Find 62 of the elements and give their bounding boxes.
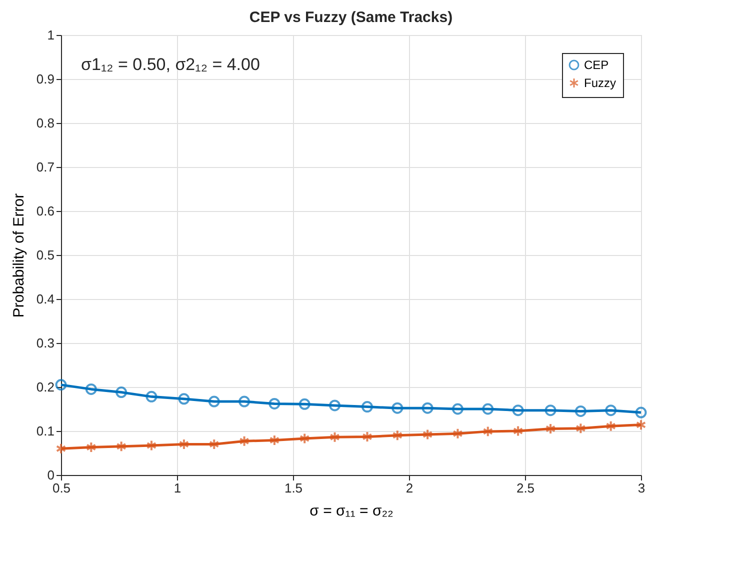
point — [146, 440, 157, 452]
y-tick-label: 0.7 — [36, 160, 54, 174]
point — [239, 435, 250, 447]
annotation: σ1₁₂ = 0.50, σ2₁₂ = 4.00 — [81, 55, 260, 74]
y-tick-label: 1 — [47, 28, 54, 42]
point — [361, 401, 373, 413]
y-axis-title: Probability of Error — [10, 193, 28, 318]
point — [574, 405, 586, 417]
point — [482, 426, 494, 438]
point — [392, 430, 403, 442]
point — [635, 406, 647, 418]
legend-label: CEP — [584, 58, 609, 72]
point — [268, 398, 280, 410]
point — [116, 386, 128, 398]
point — [146, 390, 158, 402]
point — [116, 440, 126, 452]
y-tick-label: 0.5 — [36, 248, 54, 262]
point — [56, 442, 66, 454]
x-axis-title: σ = σ₁₁ = σ₂₂ — [310, 502, 394, 520]
legend-label: Fuzzy — [584, 76, 616, 90]
y-tick-label: 0 — [47, 468, 54, 482]
point — [178, 438, 190, 450]
x-tick-label: 2.5 — [516, 480, 535, 496]
chart-title: CEP vs Fuzzy (Same Tracks) — [249, 9, 453, 26]
y-tick-label: 0.4 — [36, 292, 54, 306]
point — [606, 420, 616, 432]
point — [422, 402, 434, 414]
point — [55, 379, 67, 391]
x-tick-label: 2 — [406, 480, 414, 496]
point — [392, 402, 404, 414]
point — [269, 434, 280, 446]
point — [545, 423, 556, 435]
point — [512, 425, 524, 437]
point — [330, 431, 340, 443]
point — [298, 398, 310, 410]
point — [208, 438, 220, 450]
y-tick-label: 0.2 — [36, 380, 54, 394]
y-tick-label: 0.8 — [36, 116, 54, 130]
y-tick-label: 0.9 — [36, 72, 54, 86]
point — [362, 430, 372, 442]
y-tick-label: 0.6 — [36, 204, 54, 218]
point — [544, 404, 556, 416]
point — [178, 393, 190, 405]
point — [299, 432, 310, 444]
x-tick-label: 1.5 — [284, 480, 303, 496]
point — [238, 396, 250, 408]
point — [636, 419, 646, 431]
point — [605, 404, 617, 416]
point — [482, 403, 494, 415]
point — [86, 442, 96, 454]
point — [452, 403, 464, 415]
point — [576, 422, 586, 434]
y-tick-label: 0.1 — [36, 424, 54, 438]
y-tick-label: 0.3 — [36, 336, 54, 350]
point — [85, 383, 97, 395]
point — [422, 428, 433, 440]
point — [208, 396, 220, 408]
x-tick-label: 1 — [174, 480, 182, 496]
point — [452, 428, 463, 440]
x-tick-label: 3 — [638, 480, 646, 496]
point — [512, 404, 524, 416]
point — [329, 400, 341, 412]
